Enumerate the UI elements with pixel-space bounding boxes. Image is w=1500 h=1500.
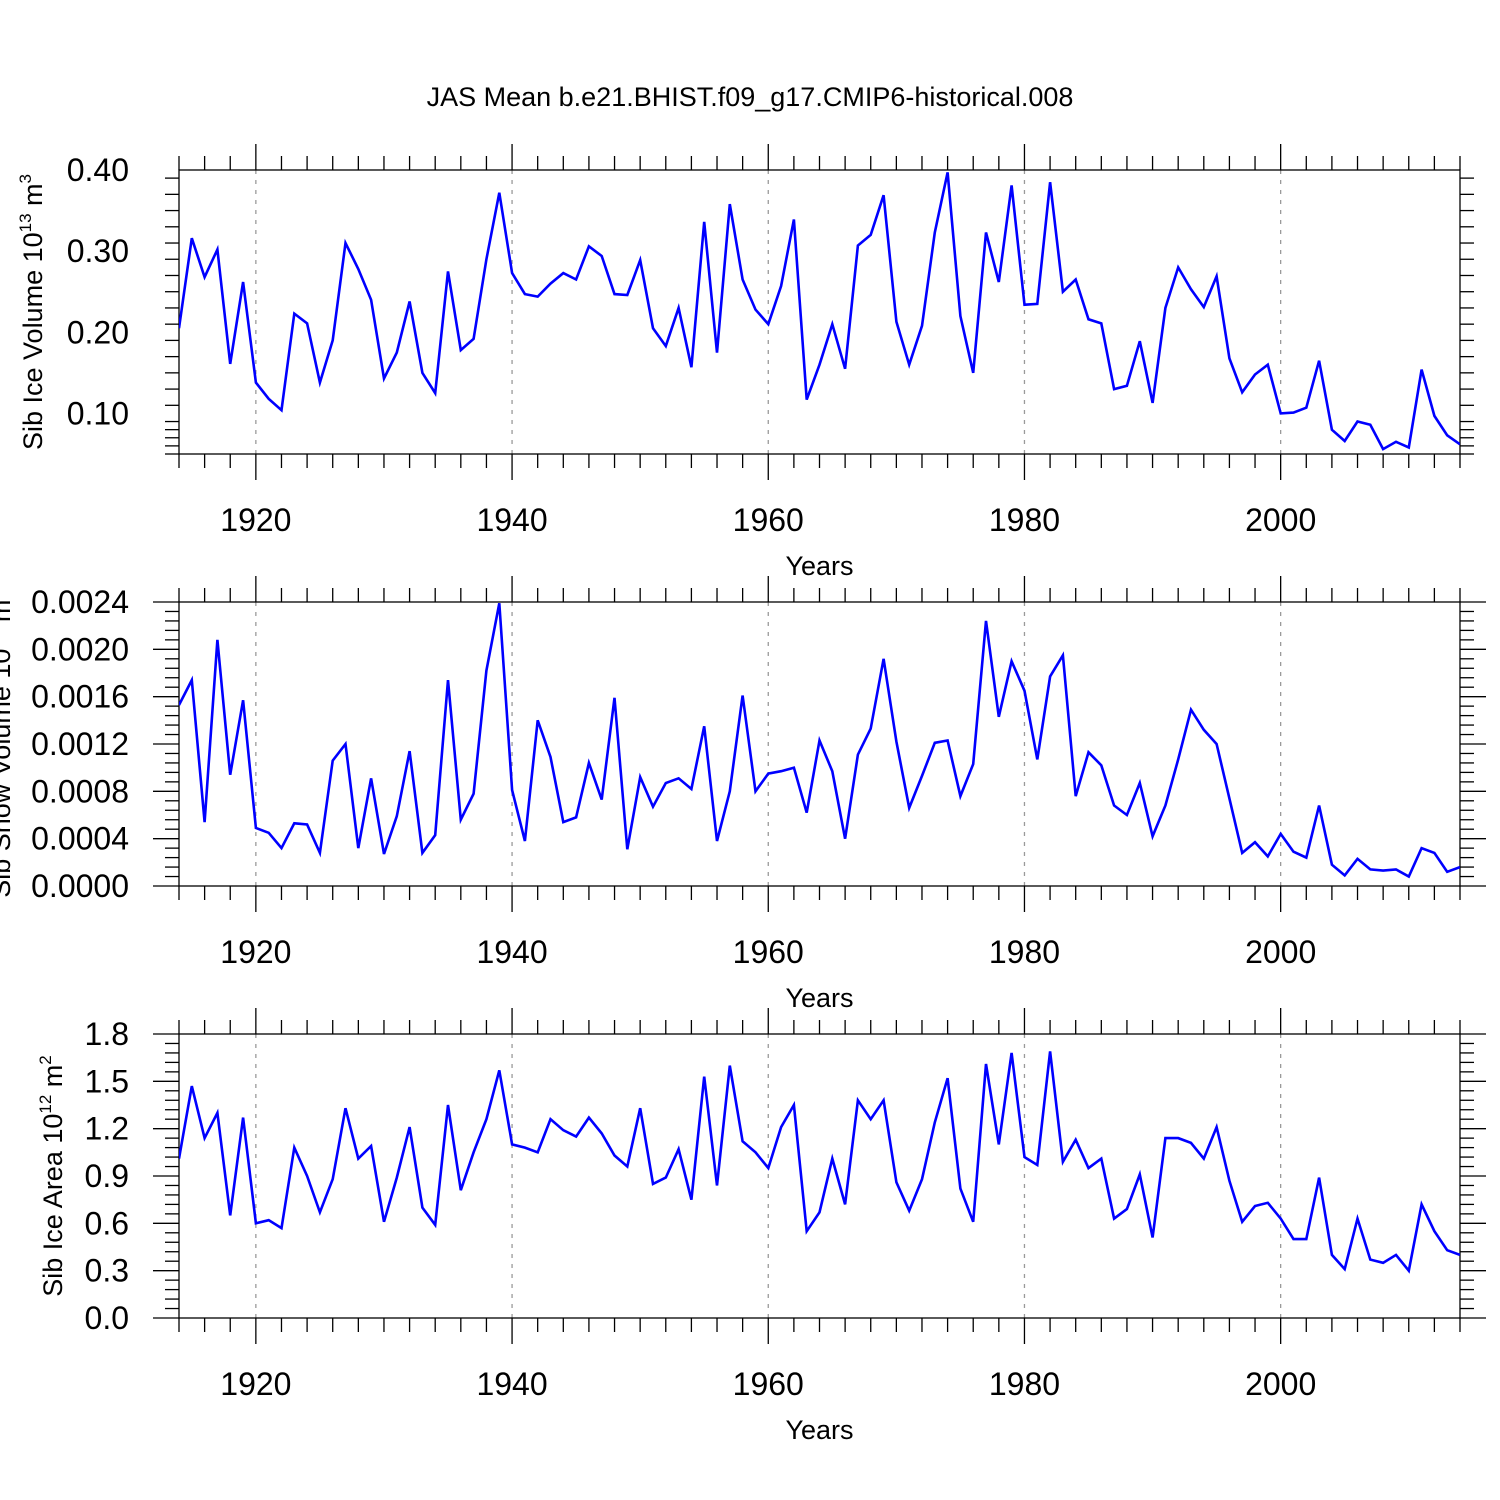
figure-title: JAS Mean b.e21.BHIST.f09_g17.CMIP6-histo… [427,82,1074,112]
y-tick-label: 0.20 [67,314,129,350]
y-tick-label: 1.2 [85,1111,129,1147]
x-tick-label: 1960 [733,934,804,970]
y-tick-label: 0.0004 [31,821,129,857]
y-tick-label: 1.5 [85,1063,129,1099]
y-axis-label: Sib Snow Volume 1013 m3 [0,590,16,898]
x-axis-label: Years [785,551,853,581]
x-tick-label: 1940 [476,1366,547,1402]
series-line [179,1051,1460,1274]
x-tick-label: 2000 [1245,1366,1316,1402]
series-line [179,602,1460,879]
y-tick-label: 0.0012 [31,726,129,762]
x-axis-label: Years [785,983,853,1013]
x-tick-label: 1920 [220,934,291,970]
y-tick-label: 0.0020 [31,631,129,667]
y-tick-label: 0.0000 [31,868,129,904]
series-line [179,172,1460,451]
y-tick-label: 0.0024 [31,584,129,620]
y-axis-label: Sib Ice Area 1012 m2 [36,1055,68,1297]
y-tick-label: 0.9 [85,1158,129,1194]
y-tick-label: 0.0008 [31,773,129,809]
x-tick-label: 1980 [989,1366,1060,1402]
x-tick-label: 2000 [1245,934,1316,970]
panels: 1920 1940 1960 1980 2000 Years 0.10 0.20 0.30 0.4… [0,144,1486,1445]
x-tick-label: 1940 [476,502,547,538]
x-tick-label: 1980 [989,502,1060,538]
x-tick-label: 1980 [989,934,1060,970]
chart-panel-3: 1920 1940 1960 1980 2000 Years 0.0 0.3 0.6 0.9 1.2… [36,1008,1486,1445]
y-axis-label: Sib Ice Volume 1013 m3 [16,174,48,450]
chart-panel-1: 1920 1940 1960 1980 2000 Years 0.10 0.20 0.30 0.4… [16,144,1474,581]
x-tick-label: 1960 [733,1366,804,1402]
y-tick-label: 0.0 [85,1300,129,1336]
x-axis-label: Years [785,1415,853,1445]
y-tick-label: 0.3 [85,1253,129,1289]
x-tick-label: 1940 [476,934,547,970]
x-tick-label: 1920 [220,502,291,538]
x-tick-label: 2000 [1245,502,1316,538]
y-tick-label: 1.8 [85,1016,129,1052]
chart-panel-2: 1920 1940 1960 1980 2000 Years 0.0000 0.0004 0.0… [0,576,1486,1013]
y-tick-label: 0.30 [67,233,129,269]
y-tick-label: 0.10 [67,395,129,431]
x-tick-label: 1920 [220,1366,291,1402]
y-tick-label: 0.40 [67,152,129,188]
y-tick-label: 0.6 [85,1205,129,1241]
x-tick-label: 1960 [733,502,804,538]
y-tick-label: 0.0016 [31,679,129,715]
